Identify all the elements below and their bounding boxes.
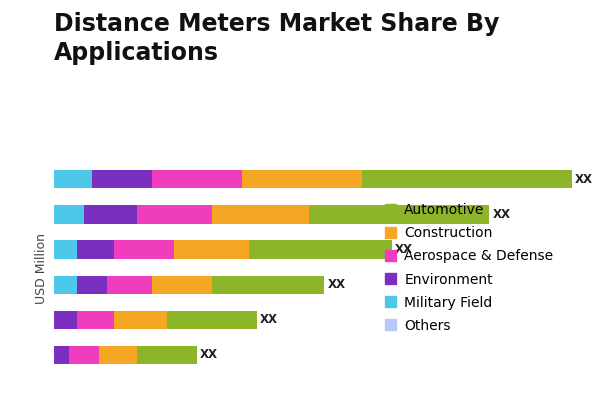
Bar <box>167 311 257 329</box>
Bar <box>137 346 197 364</box>
Bar <box>114 311 167 329</box>
Bar <box>77 240 114 259</box>
Bar <box>241 170 361 188</box>
Bar <box>84 205 137 224</box>
Bar <box>77 276 107 294</box>
Bar <box>91 170 151 188</box>
Bar <box>69 346 99 364</box>
Bar <box>54 240 77 259</box>
Bar <box>54 346 69 364</box>
Bar <box>212 205 309 224</box>
Bar <box>174 240 249 259</box>
Bar <box>54 311 77 329</box>
Bar <box>212 276 324 294</box>
Bar <box>54 205 84 224</box>
Text: XX: XX <box>395 243 413 256</box>
Text: XX: XX <box>493 208 511 221</box>
Bar <box>137 205 212 224</box>
Bar <box>361 170 571 188</box>
Text: Distance Meters Market Share By
Applications: Distance Meters Market Share By Applicat… <box>54 12 499 65</box>
Bar <box>249 240 392 259</box>
Bar <box>77 311 114 329</box>
Bar <box>54 276 77 294</box>
Y-axis label: USD Million: USD Million <box>35 232 49 304</box>
Text: XX: XX <box>260 313 278 326</box>
Bar <box>114 240 174 259</box>
Text: XX: XX <box>575 173 593 186</box>
Bar <box>151 276 212 294</box>
Bar <box>309 205 489 224</box>
Bar <box>99 346 137 364</box>
Text: XX: XX <box>200 348 218 362</box>
Legend: Automotive, Construction, Aerospace & Defense, Environment, Military Field, Othe: Automotive, Construction, Aerospace & De… <box>385 204 554 332</box>
Bar <box>151 170 241 188</box>
Text: XX: XX <box>328 278 346 291</box>
Bar <box>54 170 91 188</box>
Bar <box>107 276 151 294</box>
